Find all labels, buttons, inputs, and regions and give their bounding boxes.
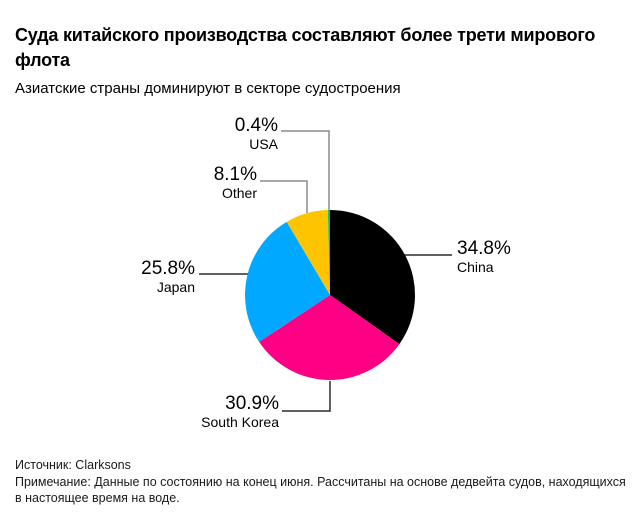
chart-footer: Источник: Clarksons Примечание: Данные п… [15,457,632,507]
pie-slice-other [286,210,330,295]
label-south-korea-name: South Korea [201,414,279,430]
label-other: 8.1% Other [214,164,257,202]
label-japan-pct: 25.8% [141,258,195,279]
source-text: Источник: Clarksons [15,458,131,472]
leader-line-south-korea [282,381,331,412]
label-usa-name: USA [249,136,278,152]
pie-chart-svg [199,130,452,412]
pie-slice-china [330,210,415,345]
label-china-pct: 34.8% [457,238,511,259]
leader-line-other [260,180,308,213]
label-japan-name: Japan [156,279,195,295]
label-usa: 0.4% USA [235,115,278,153]
leader-line-usa [281,130,330,210]
label-usa-pct: 0.4% [234,115,278,136]
label-china-name: China [457,259,494,275]
chart-title: Суда китайского производства составляют … [15,25,596,71]
pie-slice-usa [327,210,330,295]
pie-slice-japan [244,221,330,342]
label-south-korea: 30.9% South Korea [201,393,279,431]
pie-chart: 0.4% USA 8.1% Other 25.8% Japan 34.8% Ch… [0,105,642,455]
chart-subtitle: Азиатские страны доминируют в секторе су… [15,80,401,97]
pie-slice-south-korea [259,295,400,381]
label-other-name: Other [221,185,257,201]
label-south-korea-pct: 30.9% [225,393,279,414]
label-other-pct: 8.1% [213,164,257,185]
label-china: 34.8% China [457,238,511,276]
note-text: Примечание: Данные по состоянию на конец… [15,474,626,506]
label-japan: 25.8% Japan [141,258,195,296]
